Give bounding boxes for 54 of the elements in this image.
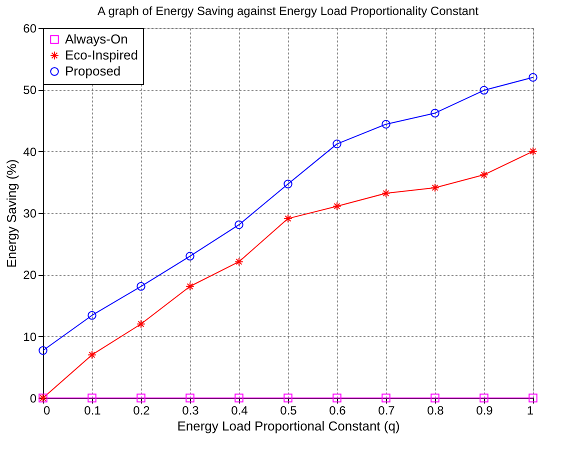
- legend-label: Eco-Inspired: [65, 48, 138, 62]
- point: [430, 108, 440, 118]
- point: [88, 350, 96, 360]
- x-tick-label: 0.9: [476, 404, 494, 418]
- point: [186, 282, 194, 291]
- point: [136, 282, 146, 291]
- x-tick-label: 0.1: [84, 404, 102, 418]
- y-tick-label: 40: [23, 144, 37, 159]
- y-tick-label: 0: [30, 392, 37, 406]
- point: [88, 311, 96, 320]
- point: [332, 394, 342, 402]
- point: [284, 214, 292, 223]
- x-tick-label: 0.3: [182, 404, 200, 418]
- y-tick-label: 10: [23, 330, 37, 344]
- y-axis-title: Energy Saving (%): [4, 159, 20, 268]
- legend-label: Proposed: [65, 64, 121, 78]
- legend-label: Always-On: [65, 32, 128, 46]
- point: [88, 394, 96, 402]
- point: [186, 252, 194, 261]
- point: [186, 394, 194, 402]
- point: [480, 394, 488, 402]
- y-tick-label: 60: [23, 22, 37, 36]
- point: [528, 72, 538, 82]
- point: [430, 183, 440, 192]
- y-tick-label: 50: [23, 83, 37, 98]
- point: [382, 120, 390, 129]
- point: [528, 146, 538, 156]
- x-tick-label: 1: [526, 404, 534, 418]
- y-tick-label: 20: [23, 268, 37, 282]
- point: [332, 140, 342, 148]
- x-tick-label: 0.7: [378, 404, 396, 418]
- point: [136, 320, 146, 328]
- point: [382, 394, 390, 402]
- point: [284, 394, 292, 402]
- point: [480, 86, 488, 95]
- point: [234, 220, 244, 230]
- point: [38, 346, 48, 355]
- point: [382, 188, 390, 198]
- point: [136, 394, 146, 402]
- point: [430, 394, 440, 402]
- point: [332, 202, 342, 211]
- point: [284, 180, 292, 188]
- point: [480, 170, 488, 180]
- x-tick-label: 0.8: [427, 404, 444, 418]
- x-tick-label: 0.4: [231, 404, 248, 418]
- y-tick-label: 30: [23, 206, 37, 220]
- chart-title: A graph of Energy Saving against Energy Load Proportionality Constant: [98, 4, 480, 18]
- x-tick-label: 0.6: [329, 404, 346, 418]
- point: [234, 394, 244, 402]
- x-tick-label: 0: [44, 404, 50, 418]
- point: [234, 257, 244, 266]
- x-axis-title: Energy Load Proportional Constant (q): [177, 418, 400, 434]
- x-tick-label: 0.2: [133, 404, 150, 418]
- x-tick-label: 0.5: [280, 404, 298, 418]
